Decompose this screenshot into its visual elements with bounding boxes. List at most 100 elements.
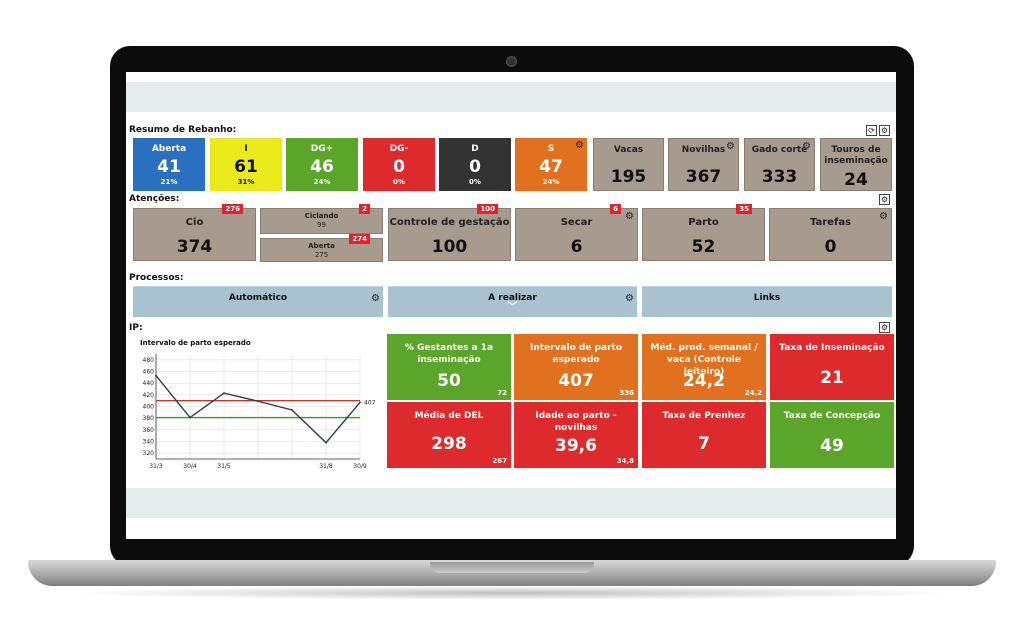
herd-tile-value: 24 [844,170,868,190]
herd-tile-value: 367 [685,167,722,187]
herd-tile-dg-[interactable]: DG- 0 0% [363,138,435,191]
data-point [155,374,157,377]
herd-tile-percent: 24% [542,178,560,186]
end-value-label: 407 [364,399,376,406]
ciclando-value: 99 [317,221,326,229]
a-realizar-label: A realizar [488,293,537,303]
kpi-value: 50 [437,371,461,391]
kpi-value: 24,2 [683,371,725,391]
herd-tile-label: Touros de inseminação [824,145,888,166]
gear-icon[interactable]: ⚙ [726,141,735,152]
kpi-subvalue: 267 [492,457,507,465]
herd-tile-percent: 24% [313,178,331,186]
gear-icon[interactable]: ⚙ [371,293,380,304]
ciclando-badge: 2 [359,204,370,214]
chevron-down-icon[interactable]: ﹀ [507,302,518,313]
kpi-tile[interactable]: Idade ao parto - novilhas 39,6 34,8 [514,402,638,468]
kpi-label: Taxa de Concepção [783,411,881,421]
herd-tile-dg-[interactable]: DG+ 46 24% [286,138,358,191]
processes-title: Processos: [129,273,184,283]
data-point [189,416,191,419]
herd-tile-label: DG+ [310,144,334,154]
y-tick-label: 400 [143,404,155,411]
y-tick-label: 480 [143,357,155,364]
chart-title: Intervalo de parto esperado [140,339,251,347]
x-tick-label: 30/9 [353,463,367,470]
kpi-label: % Gestantes a 1a inseminação [404,343,494,365]
tarefas-label: Tarefas [809,217,852,228]
herd-tile-label: Vacas [613,145,644,155]
kpi-tile[interactable]: Méd. prod. semanal / vaca (Controle leit… [642,334,766,400]
kpi-tile[interactable]: Taxa de Inseminação 21 [770,334,894,400]
gear-icon[interactable]: ⚙ [625,211,634,222]
attention-ciclando[interactable]: Ciclando 99 2 [260,204,383,234]
secar-value: 6 [570,237,583,257]
attention-aberta[interactable]: Aberta 275 274 [260,234,383,262]
process-links[interactable]: Links [642,286,892,317]
herd-tile-value: 41 [157,157,181,177]
kpi-tile[interactable]: Taxa de Prenhez 7 [642,402,766,468]
herd-tile-label: Aberta [151,144,187,154]
y-tick-label: 380 [143,415,155,422]
kpi-tile[interactable]: Taxa de Concepção 49 [770,402,894,468]
kpi-tile[interactable]: % Gestantes a 1a inseminação 50 72 [387,334,511,400]
herd-tile-value: 0 [469,157,481,177]
attention-tarefas[interactable]: Tarefas 0 ⚙ [769,208,892,261]
gear-icon[interactable]: ⚙ [625,293,634,304]
refresh-icon[interactable]: ⟳ [866,125,877,136]
attention-secar[interactable]: Secar 6 6 ⚙ [515,204,638,261]
kpi-label: Taxa de Inseminação [779,343,885,353]
data-point [291,409,293,411]
herd-tile-d[interactable]: D 0 0% [439,138,511,191]
parto-badge: 35 [736,204,752,214]
tarefas-value: 0 [824,237,837,257]
kpi-tile[interactable]: Média de DEL 298 267 [387,402,511,468]
gear-icon[interactable]: ⚙ [879,194,890,205]
x-tick-label: 31/5 [217,463,231,470]
herd-tile-percent: 31% [237,178,255,186]
kpi-tile[interactable]: Intervalo de parto esperado 407 336 [514,334,638,400]
herd-tile-vacas[interactable]: Vacas 195 [593,138,664,191]
controle-label: Controle de gestação [389,217,510,228]
herd-summary-title: Resumo de Rebanho: [129,125,237,135]
parto-label: Parto [688,217,719,228]
gear-icon[interactable]: ⚙ [879,211,888,222]
gear-icon[interactable]: ⚙ [879,125,890,136]
attention-controle-gestacao[interactable]: Controle de gestação 100 100 [388,204,511,261]
top-bar [126,82,896,112]
attention-cio[interactable]: Cio 374 276 [133,204,256,261]
kpi-label: Média de DEL [414,411,484,421]
process-a-realizar[interactable]: A realizar ⚙ ﹀ [388,286,637,317]
herd-tile-percent: 0% [469,178,481,186]
herd-tile-touros-de-insemina-o[interactable]: Touros de inseminação 24 [820,138,892,191]
gear-icon[interactable]: ⚙ [575,140,584,151]
y-tick-label: 440 [143,380,155,387]
herd-tile-gado-corte[interactable]: Gado corte 333 ⚙ [744,138,815,191]
aberta-value: 275 [314,251,329,259]
kpi-value: 7 [698,434,710,454]
parto-value: 52 [691,237,716,257]
attentions-title: Atenções: [129,194,180,204]
herd-tile-s[interactable]: S 47 24% ⚙ [515,138,587,191]
kpi-subvalue: 72 [497,389,507,397]
kpi-subvalue: 336 [619,389,634,397]
herd-tile-aberta[interactable]: Aberta 41 21% [133,138,205,191]
secar-badge: 6 [610,204,621,214]
gear-icon[interactable]: ⚙ [802,141,811,152]
app-screen: Resumo de Rebanho: ⟳ ⚙ Aberta 41 21% I 61 31%… [126,72,896,539]
herd-tile-novilhas[interactable]: Novilhas 367 ⚙ [668,138,739,191]
herd-tile-percent: 21% [160,178,178,186]
x-tick-label: 31/8 [319,463,333,470]
gear-icon[interactable]: ⚙ [879,322,890,333]
attention-parto[interactable]: Parto 52 35 [642,204,765,261]
kpi-label: Idade ao parto - novilhas [535,411,617,433]
herd-tile-value: 333 [761,167,798,187]
links-label: Links [753,293,781,303]
data-point [359,401,361,404]
herd-tile-i[interactable]: I 61 31% [210,138,282,191]
herd-tile-value: 46 [310,157,334,177]
kpi-label: Taxa de Prenhez [662,411,746,421]
process-automatico[interactable]: Automático ⚙ [133,286,383,317]
kpi-subvalue: 34,8 [616,457,634,465]
ip-chart: Intervalo de parto esperado 320 340 360 380 4… [131,336,377,472]
